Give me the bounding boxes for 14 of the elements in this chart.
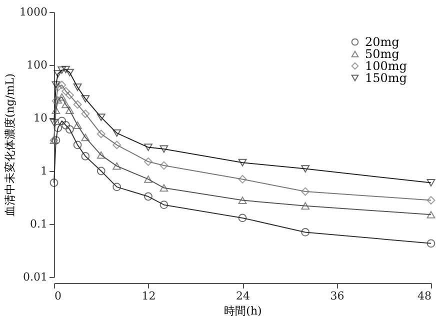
x-tick-label: 24 <box>236 290 250 302</box>
y-tick-label: 10 <box>34 112 48 124</box>
x-axis-title: 時間(h) <box>224 304 262 318</box>
y-tick-label: 1 <box>40 164 48 178</box>
x-tick-label: 0 <box>54 290 62 302</box>
x-tick-label: 36 <box>330 290 344 302</box>
legend-label: 20mg <box>365 35 400 49</box>
y-tick-label: 0.1 <box>30 218 48 230</box>
y-tick-label: 0.01 <box>23 270 48 284</box>
x-tick-label: 12 <box>142 290 156 302</box>
y-tick-label: 100 <box>26 58 48 72</box>
x-tick-label: 48 <box>418 290 432 302</box>
y-axis-title: 血清中未変化体濃度(ng/mL) <box>4 73 17 217</box>
y-tick-label: 1000 <box>20 6 48 18</box>
